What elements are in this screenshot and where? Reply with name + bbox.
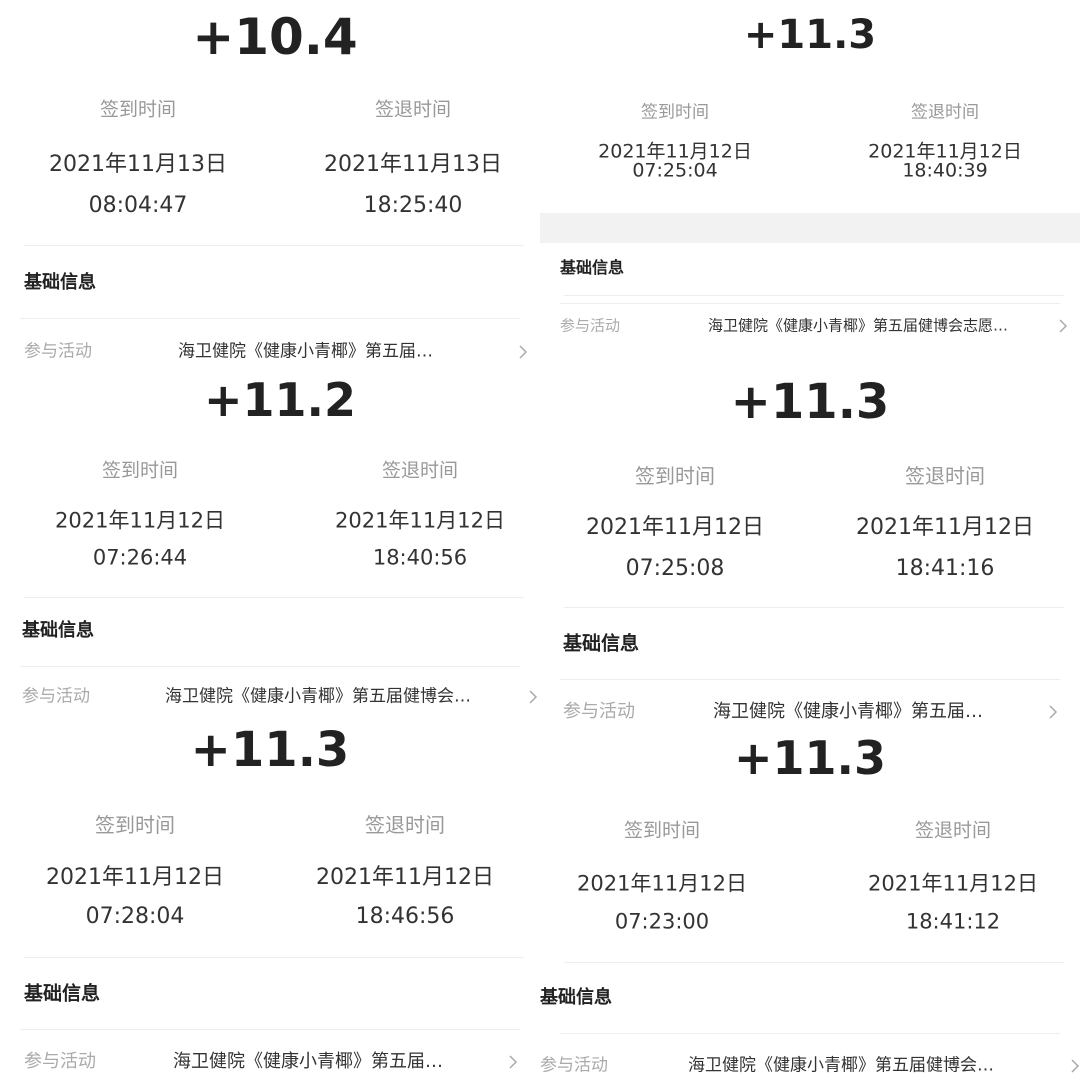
score: +10.4 bbox=[192, 8, 358, 66]
divider bbox=[20, 318, 520, 319]
chevron-path bbox=[1071, 1059, 1080, 1073]
checkout-label: 签退时间 bbox=[381, 459, 459, 482]
checkin-date: 2021年11月12日 bbox=[598, 140, 752, 163]
checkin-label: 签到时间 bbox=[623, 819, 701, 842]
checkin-date: 2021年11月12日 bbox=[586, 515, 764, 540]
score: +11.3 bbox=[730, 374, 890, 430]
checkin-time: 07:28:04 bbox=[85, 904, 185, 929]
chevron[interactable] bbox=[1070, 1058, 1080, 1074]
activity-name: 海卫健院《健康小青椰》第五届… bbox=[178, 341, 433, 362]
activity-label: 参与活动 bbox=[22, 686, 90, 707]
divider bbox=[24, 957, 524, 958]
chevron-path bbox=[519, 345, 528, 359]
checkout-time: 18:40:39 bbox=[902, 159, 988, 182]
divider bbox=[20, 1029, 520, 1030]
screenshot-panel: +11.3 签到时间 签退时间 2021年11月12日 07:23:00 2021年11月… bbox=[540, 720, 1080, 1080]
checkin-time: 07:25:04 bbox=[632, 159, 718, 182]
checkout-time: 18:41:16 bbox=[895, 556, 995, 581]
screenshot-panel: +11.3 签到时间 签退时间 2021年11月12日 07:25:08 2021年11月… bbox=[540, 355, 1080, 720]
checkout-date: 2021年11月12日 bbox=[316, 865, 494, 890]
checkin-label: 签到时间 bbox=[95, 813, 175, 837]
chevron[interactable] bbox=[1048, 704, 1058, 720]
checkout-date: 2021年11月13日 bbox=[324, 152, 502, 177]
activity-name: 海卫健院《健康小青椰》第五届健博会志愿… bbox=[708, 316, 1009, 335]
divider bbox=[560, 303, 1060, 304]
chevron[interactable] bbox=[528, 689, 538, 705]
checkin-time: 08:04:47 bbox=[88, 193, 188, 218]
screenshot-panel: +10.4 签到时间 签退时间 2021年11月13日 08:04:47 2021年11月… bbox=[0, 0, 540, 365]
divider bbox=[20, 666, 520, 667]
chevron-path bbox=[1049, 705, 1058, 719]
checkout-time: 18:41:12 bbox=[905, 909, 1001, 934]
checkin-date: 2021年11月12日 bbox=[46, 865, 224, 890]
checkin-time: 07:26:44 bbox=[92, 545, 188, 570]
section-title: 基础信息 bbox=[24, 272, 96, 293]
activity-label: 参与活动 bbox=[540, 1055, 608, 1076]
checkin-label: 签到时间 bbox=[99, 98, 177, 121]
checkin-time: 07:23:00 bbox=[614, 909, 710, 934]
screenshot-panel: +11.3 签到时间 签退时间 2021年11月12日 07:25:04 2021年11月… bbox=[540, 0, 1080, 355]
score: +11.2 bbox=[203, 373, 357, 427]
section-title: 基础信息 bbox=[560, 258, 625, 277]
score: +11.3 bbox=[190, 722, 350, 778]
checkout-date: 2021年11月12日 bbox=[856, 515, 1034, 540]
chevron-path bbox=[509, 1055, 518, 1069]
checkin-date: 2021年11月12日 bbox=[55, 508, 225, 533]
checkout-time: 18:46:56 bbox=[355, 904, 455, 929]
section-title: 基础信息 bbox=[24, 982, 101, 1005]
activity-name: 海卫健院《健康小青椰》第五届健博会… bbox=[688, 1055, 994, 1076]
checkout-time: 18:40:56 bbox=[372, 545, 468, 570]
score: +11.3 bbox=[733, 731, 887, 785]
activity-name: 海卫健院《健康小青椰》第五届健博会… bbox=[165, 686, 471, 707]
activity-label: 参与活动 bbox=[560, 316, 621, 335]
divider bbox=[560, 1033, 1060, 1034]
checkout-date: 2021年11月12日 bbox=[335, 508, 505, 533]
activity-name: 海卫健院《健康小青椰》第五届… bbox=[173, 1051, 443, 1072]
chevron[interactable] bbox=[508, 1054, 518, 1070]
checkout-label: 签退时间 bbox=[905, 464, 985, 488]
screenshot-panel: +11.2 签到时间 签退时间 2021年11月12日 07:26:44 2021年11月… bbox=[0, 365, 540, 720]
chevron[interactable] bbox=[518, 344, 528, 360]
checkout-date: 2021年11月12日 bbox=[868, 140, 1022, 163]
chevron-path bbox=[529, 690, 538, 704]
activity-label: 参与活动 bbox=[24, 1051, 96, 1072]
section-title: 基础信息 bbox=[563, 632, 640, 655]
checkin-label: 签到时间 bbox=[101, 459, 179, 482]
divider bbox=[560, 679, 1060, 680]
activity-label: 参与活动 bbox=[24, 341, 92, 362]
checkout-label: 签退时间 bbox=[914, 819, 992, 842]
divider bbox=[564, 607, 1064, 608]
checkin-date: 2021年11月13日 bbox=[49, 152, 227, 177]
activity-label: 参与活动 bbox=[563, 701, 635, 721]
section-title: 基础信息 bbox=[22, 620, 94, 641]
checkout-label: 签退时间 bbox=[374, 98, 452, 121]
divider bbox=[24, 245, 524, 246]
checkin-label: 签到时间 bbox=[641, 102, 709, 123]
checkout-label: 签退时间 bbox=[365, 813, 445, 837]
divider bbox=[564, 962, 1064, 963]
screenshot-panel: +11.3 签到时间 签退时间 2021年11月12日 07:28:04 2021年11月… bbox=[0, 720, 540, 1080]
checkin-label: 签到时间 bbox=[635, 464, 715, 488]
divider bbox=[24, 597, 524, 598]
section-title: 基础信息 bbox=[540, 987, 612, 1008]
gray-band bbox=[540, 213, 1080, 243]
score: +11.3 bbox=[743, 12, 877, 58]
checkout-date: 2021年11月12日 bbox=[868, 871, 1038, 896]
chevron[interactable] bbox=[1058, 318, 1068, 334]
checkout-label: 签退时间 bbox=[911, 102, 979, 123]
checkin-time: 07:25:08 bbox=[625, 556, 725, 581]
checkout-time: 18:25:40 bbox=[363, 193, 463, 218]
activity-name: 海卫健院《健康小青椰》第五届… bbox=[713, 701, 983, 721]
divider bbox=[564, 295, 1064, 296]
chevron-path bbox=[1059, 319, 1068, 333]
checkin-date: 2021年11月12日 bbox=[577, 871, 747, 896]
